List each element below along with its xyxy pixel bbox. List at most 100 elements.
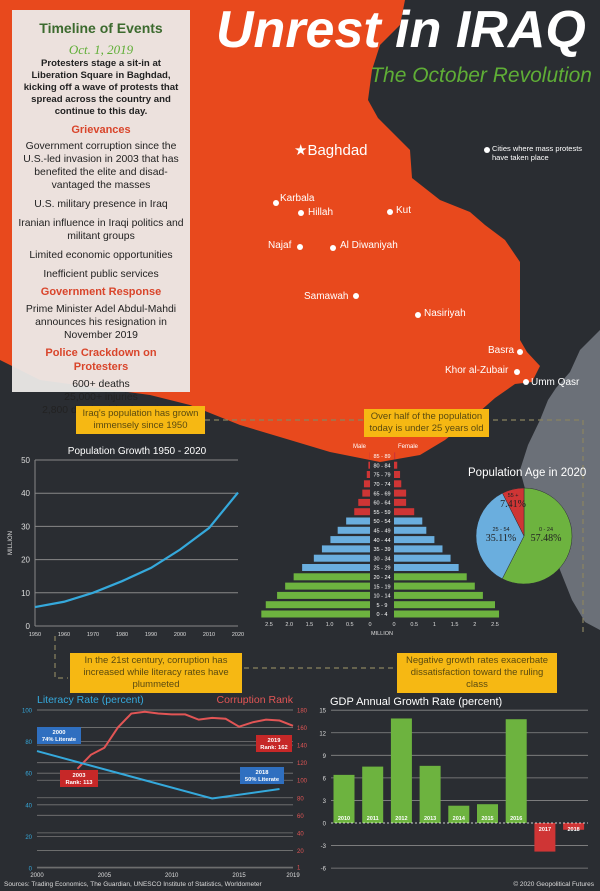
slice-label: 55 +	[508, 493, 519, 499]
y-tick-label: 9	[323, 754, 327, 760]
bar-year-label: 2015	[481, 816, 493, 822]
y-axis-label: MILLION	[8, 531, 14, 555]
annotation-line: Rank: 113	[65, 780, 93, 786]
male-bar	[337, 526, 370, 534]
crackdown-heading: Police Crackdown on Protesters	[45, 347, 157, 373]
crackdown-item: 25,000+ injuries	[64, 391, 138, 403]
left-tick-label: 40	[25, 803, 32, 809]
city-dot-icon	[298, 210, 304, 216]
slice-value: 7.41%	[500, 499, 526, 510]
x-tick-label: 2005	[98, 873, 112, 879]
page-subtitle: The October Revolution	[370, 64, 592, 87]
response-text: Prime Minister Adel Abdul-Mahdi announce…	[25, 304, 177, 342]
age-group-label: 60 - 64	[373, 501, 390, 507]
right-tick-label: 100	[297, 779, 308, 785]
bar-year-label: 2017	[539, 827, 551, 833]
age-group-label: 0 - 4	[376, 612, 387, 618]
x-tick-label: 2020	[232, 632, 244, 638]
response-heading: Government Response	[40, 286, 162, 299]
right-tick-label: 80	[297, 796, 304, 802]
y-tick-label: 3	[323, 799, 327, 805]
x-tick-label: 1950	[29, 632, 41, 638]
y-tick-label: 0	[323, 822, 327, 828]
x-tick-label: 1970	[87, 632, 99, 638]
callout-population-growth: Iraq's population has grown immensely si…	[76, 406, 205, 434]
male-bar	[358, 498, 370, 506]
female-bar	[394, 517, 423, 525]
x-tick-label: 2000	[30, 873, 44, 879]
left-tick-label: 20	[25, 835, 32, 841]
female-bar	[394, 610, 500, 618]
male-bar	[321, 545, 370, 553]
female-bar	[394, 564, 459, 571]
gdp-bar	[390, 718, 412, 823]
female-bar	[394, 601, 495, 609]
city-dot-icon	[353, 293, 359, 299]
right-tick-label: 160	[297, 726, 308, 732]
female-bar	[394, 508, 415, 516]
city-dot-icon	[297, 244, 303, 250]
city-dot-icon	[387, 209, 393, 215]
population-line	[34, 491, 239, 609]
gdp-bar	[333, 774, 355, 823]
gulf-landmass	[520, 330, 600, 630]
female-bar	[394, 536, 435, 544]
gdp-bar	[419, 765, 441, 823]
right-tick-label: 180	[297, 709, 308, 715]
x-tick-label: 0	[368, 622, 371, 628]
left-tick-label: 80	[25, 740, 32, 746]
left-tick-label: 100	[22, 709, 33, 715]
age-group-label: 25 - 29	[373, 566, 390, 572]
bar-year-label: 2018	[567, 827, 579, 833]
female-bar	[394, 489, 407, 497]
right-tick-label: 1	[297, 866, 301, 872]
gdp-bar	[477, 804, 498, 823]
grievance-item: Government corruption since the U.S.-led…	[23, 141, 179, 192]
right-tick-label: 40	[297, 831, 304, 837]
x-tick-label: 0.5	[410, 622, 418, 628]
city-dot-icon	[330, 245, 336, 251]
left-tick-label: 0	[29, 867, 33, 873]
right-tick-label: 140	[297, 744, 308, 750]
sources-text: Sources: Trading Economics, The Guardian…	[4, 881, 262, 888]
annotation-line: 2000	[53, 730, 66, 736]
timeline-date: Oct. 1, 2019	[68, 41, 134, 57]
male-bar	[302, 564, 370, 571]
literacy-line	[36, 750, 280, 800]
y-tick-label: 30	[21, 522, 30, 531]
x-tick-label: 2.0	[285, 622, 293, 628]
bar-year-label: 2013	[424, 816, 436, 822]
y-tick-label: 40	[21, 489, 30, 498]
age-group-label: 65 - 69	[373, 491, 390, 497]
slice-label: 0 - 24	[539, 527, 553, 533]
star-icon: ★	[294, 142, 308, 159]
capital-label: Baghdad	[307, 142, 368, 159]
male-bar	[261, 610, 370, 618]
city-label: Hillah	[308, 207, 334, 218]
annotation-line: 2018	[256, 770, 270, 776]
x-tick-label: 2010	[165, 873, 179, 879]
age-group-label: 30 - 34	[373, 556, 390, 562]
y-tick-label: 10	[21, 589, 30, 598]
x-tick-label: 1980	[116, 632, 128, 638]
age-group-label: 10 - 14	[373, 594, 390, 600]
x-tick-label: 1.5	[451, 622, 459, 628]
annotation-line: 50% Literate	[245, 777, 280, 783]
city-dot-icon	[273, 200, 279, 206]
female-bar	[394, 554, 451, 562]
timeline-panel: Timeline of Events Oct. 1, 2019 Proteste…	[12, 10, 190, 416]
y-tick-label: 15	[319, 709, 326, 715]
age-group-label: 35 - 39	[373, 547, 390, 553]
x-tick-label: 2019	[286, 873, 300, 879]
page-title: Unrest in IRAQ	[216, 1, 586, 59]
x-tick-label: 2.5	[491, 622, 499, 628]
y-tick-label: 12	[319, 731, 326, 737]
city-label: Samawah	[304, 291, 349, 302]
age-group-label: 15 - 19	[373, 584, 390, 590]
slice-value: 57.48%	[531, 533, 562, 544]
pie-title: Population Age in 2020	[468, 467, 586, 479]
callout-connector	[54, 419, 584, 679]
female-bar	[394, 591, 483, 599]
bar-year-label: 2014	[453, 816, 466, 822]
x-tick-label: 2	[473, 622, 476, 628]
